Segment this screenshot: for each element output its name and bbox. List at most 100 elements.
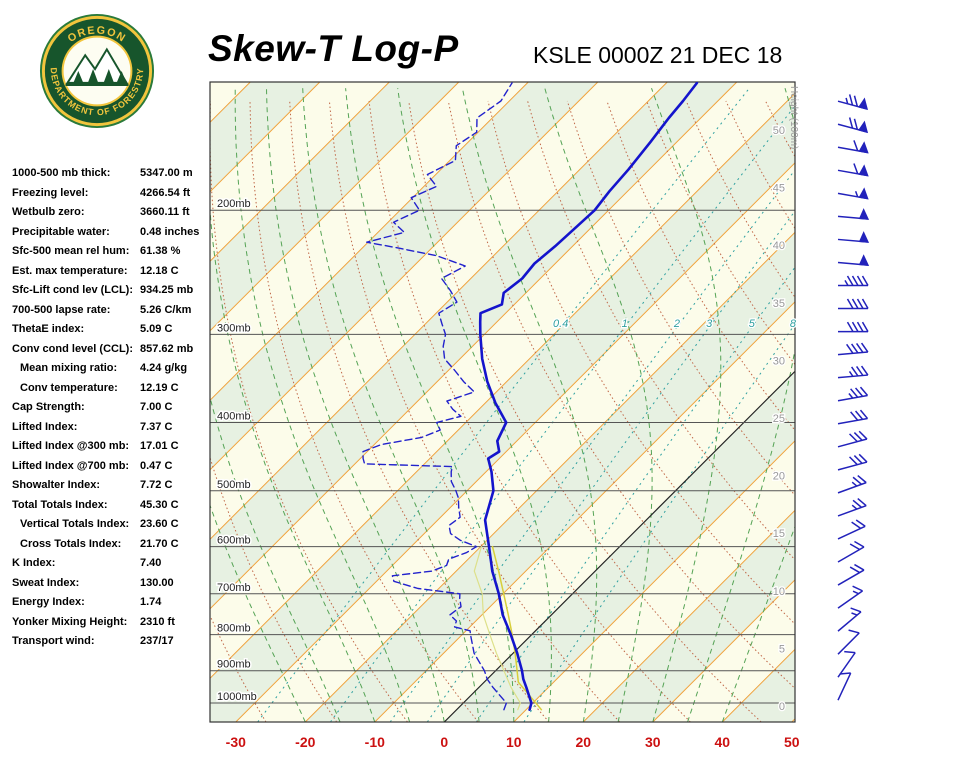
svg-text:-20: -20 [295, 734, 315, 750]
index-label: Showalter Index: [12, 479, 101, 491]
station-id: KSLE 0000Z 21 DEC 18 [533, 42, 783, 68]
svg-text:-30: -30 [226, 734, 246, 750]
index-value: 4.24 g/kg [140, 362, 188, 374]
index-value: 5347.00 m [140, 167, 193, 179]
wind-barbs [837, 94, 870, 701]
index-value: 7.37 C [140, 420, 173, 433]
index-row: ThetaE index: 5.09 C [12, 320, 212, 340]
index-value: 0.47 C [140, 459, 173, 472]
index-value: 857.62 mb [140, 342, 194, 355]
svg-text:5: 5 [779, 643, 785, 655]
svg-text:40: 40 [773, 240, 785, 252]
odf-logo: OREGON DEPARTMENT OF FORESTRY [38, 12, 156, 130]
index-label: Yonker Mixing Height: [12, 615, 128, 628]
index-label: Sfc-500 mean rel hum: [12, 245, 130, 257]
wetbulb-trace [473, 545, 521, 711]
index-value: 130.00 [140, 576, 174, 589]
svg-text:45: 45 [773, 183, 785, 195]
svg-text:200mb: 200mb [217, 198, 251, 210]
index-row: Sfc-Lift cond lev (LCL): 934.25 mb [12, 281, 212, 301]
index-row: Cross Totals Index: 21.70 C [12, 535, 212, 555]
index-value: 3660.11 ft [140, 206, 190, 218]
svg-text:600mb: 600mb [217, 535, 251, 547]
svg-text:10: 10 [506, 734, 522, 750]
index-row: Precipitable water: 0.48 inches [12, 223, 212, 243]
index-value: 2310 ft [140, 615, 175, 628]
indices-panel: 1000-500 mb thick: 5347.00 m Freezing le… [12, 164, 212, 652]
svg-text:30: 30 [773, 355, 785, 367]
index-row: Cap Strength: 7.00 C [12, 398, 212, 418]
index-value: 0.48 inches [140, 225, 200, 238]
index-row: 700-500 lapse rate: 5.26 C/km [12, 301, 212, 321]
svg-text:2: 2 [673, 318, 680, 330]
index-row: Conv cond level (CCL): 857.62 mb [12, 340, 212, 360]
index-value: 7.72 C [140, 479, 173, 491]
svg-text:300mb: 300mb [217, 322, 251, 334]
dry-adiabats [210, 100, 795, 722]
index-row: Conv temperature: 12.19 C [12, 379, 212, 399]
index-label: 700-500 lapse rate: [12, 303, 111, 316]
index-row: Transport wind: 237/17 [12, 632, 212, 652]
index-value: 4266.54 ft [140, 186, 191, 199]
dewpoint-trace [362, 82, 513, 711]
trees-icon [73, 69, 127, 85]
index-value: 23.60 C [140, 518, 179, 530]
svg-text:800mb: 800mb [217, 623, 251, 635]
odf-logo-graphic: OREGON DEPARTMENT OF FORESTRY [39, 13, 155, 129]
index-value: 237/17 [140, 635, 174, 647]
index-value: 7.40 [140, 557, 162, 569]
index-label: Mean mixing ratio: [20, 362, 118, 374]
svg-text:50: 50 [773, 125, 785, 137]
index-label: K Index: [12, 557, 56, 569]
index-label: 1000-500 mb thick: [12, 167, 111, 179]
index-label: Sweat Index: [12, 576, 80, 589]
mixing-ratio-labels: 0.4 1 2 3 5 8 [552, 317, 798, 332]
svg-text:500mb: 500mb [217, 479, 251, 491]
svg-text:900mb: 900mb [217, 659, 251, 671]
index-row: K Index: 7.40 [12, 554, 212, 574]
svg-text:50: 50 [784, 734, 800, 750]
height-axis-labels: 0 5 10 15 20 25 30 35 40 45 50 Height (100m) [772, 86, 800, 714]
index-value: 17.01 C [140, 440, 179, 452]
svg-text:700mb: 700mb [217, 582, 251, 594]
index-label: Vertical Totals Index: [20, 518, 130, 530]
index-label: Lifted Index: [12, 420, 78, 433]
index-value: 12.18 C [140, 264, 179, 277]
index-row: Energy Index: 1.74 [12, 593, 212, 613]
index-row: Lifted Index @300 mb: 17.01 C [12, 437, 212, 457]
svg-text:20: 20 [576, 734, 592, 750]
svg-text:0: 0 [779, 701, 785, 713]
height-axis-title: Height (100m) [788, 86, 799, 149]
svg-text:3: 3 [706, 318, 713, 330]
field-lines [210, 82, 795, 722]
index-row: Sweat Index: 130.00 [12, 574, 212, 594]
index-label: Energy Index: [12, 596, 85, 608]
svg-text:-10: -10 [365, 734, 385, 750]
index-label: Precipitable water: [12, 225, 110, 238]
index-label: Conv temperature: [20, 381, 118, 394]
svg-text:1: 1 [622, 318, 628, 330]
svg-text:0: 0 [440, 734, 448, 750]
index-label: Cap Strength: [12, 401, 85, 413]
index-row: 1000-500 mb thick: 5347.00 m [12, 164, 212, 184]
svg-text:35: 35 [773, 298, 785, 310]
page-title: Skew-T Log-P [208, 28, 459, 69]
isotherm-lines [210, 82, 795, 722]
index-row: Wetbulb zero: 3660.11 ft [12, 203, 212, 223]
index-row: Yonker Mixing Height: 2310 ft [12, 613, 212, 633]
index-row: Showalter Index: 7.72 C [12, 476, 212, 496]
index-value: 21.70 C [140, 537, 179, 550]
index-value: 5.09 C [140, 323, 173, 335]
svg-text:1000mb: 1000mb [217, 691, 257, 703]
index-label: Conv cond level (CCL): [12, 342, 134, 355]
index-label: Freezing level: [12, 186, 89, 199]
zero-isotherm [443, 370, 795, 722]
svg-text:400mb: 400mb [217, 410, 251, 422]
index-label: ThetaE index: [12, 323, 85, 335]
pressure-labels: 200mb 300mb 400mb 500mb 600mb 700mb 800mb 900mb… [216, 197, 259, 705]
svg-text:30: 30 [645, 734, 661, 750]
index-row: Mean mixing ratio: 4.24 g/kg [12, 359, 212, 379]
index-row: Lifted Index @700 mb: 0.47 C [12, 457, 212, 477]
index-value: 61.38 % [140, 245, 181, 257]
